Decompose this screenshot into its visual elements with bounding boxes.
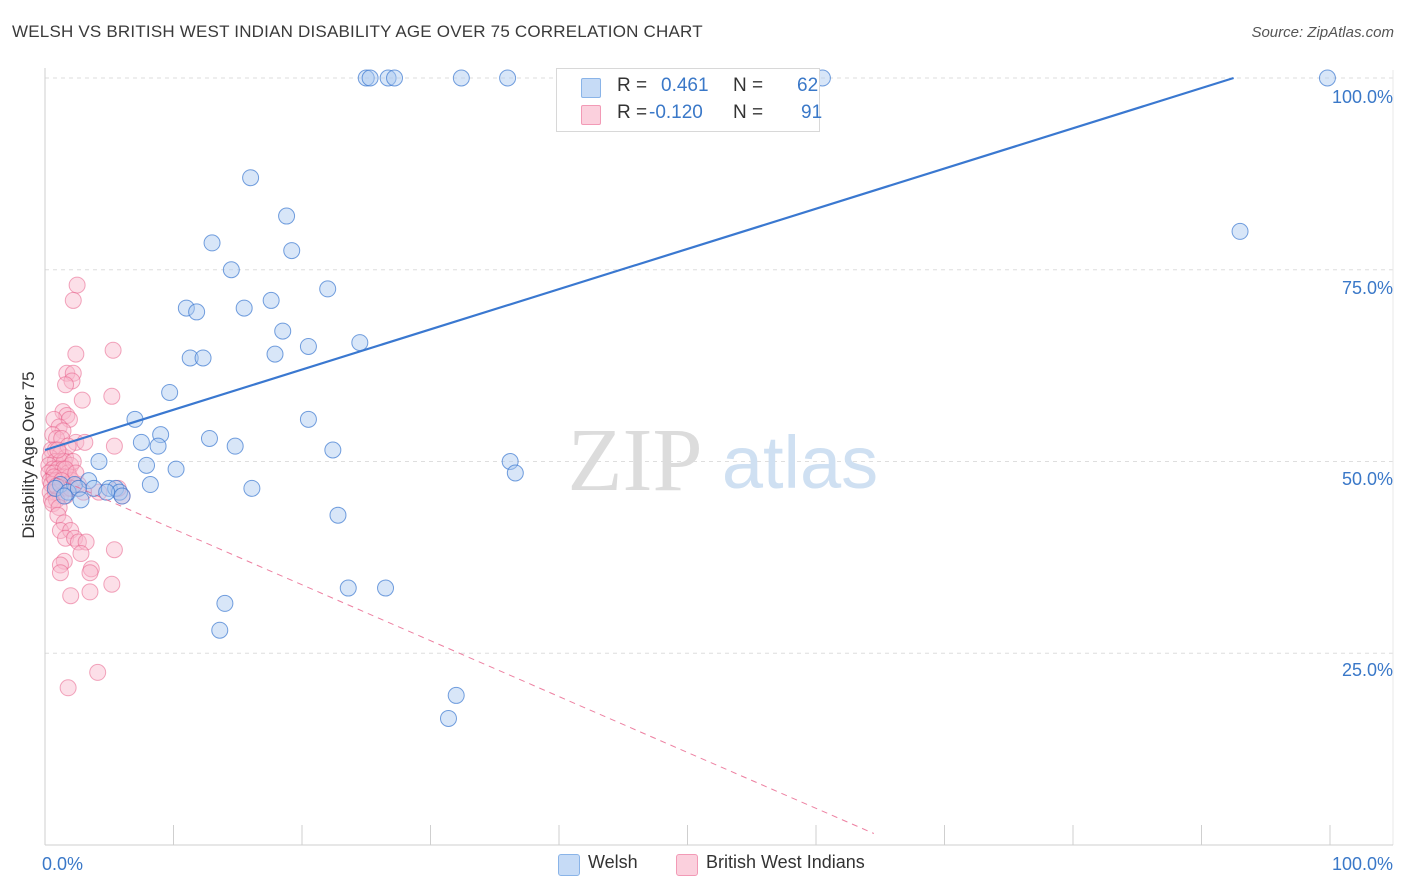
welsh-point: [439, 709, 457, 727]
bwi-point: [62, 587, 80, 605]
welsh-point: [299, 410, 317, 428]
y-axis-label: Disability Age Over 75: [19, 371, 38, 538]
watermark: ZIP atlas: [568, 411, 879, 510]
welsh-point: [283, 242, 301, 260]
bwi-point: [59, 679, 77, 697]
chart-title: WELSH VS BRITISH WEST INDIAN DISABILITY …: [12, 22, 703, 41]
bwi-point: [103, 575, 121, 593]
bottom-legend-label-welsh: Welsh: [588, 852, 638, 872]
welsh-point: [113, 487, 131, 505]
legend-swatch-welsh: [581, 78, 601, 98]
welsh-point: [188, 303, 206, 321]
legend-n-value-bwi: 91: [801, 102, 823, 123]
bwi-point: [68, 276, 86, 294]
bwi-point: [57, 529, 75, 547]
welsh-point: [55, 487, 73, 505]
bwi-point: [73, 391, 91, 409]
welsh-point: [319, 280, 337, 298]
bwi-point: [103, 387, 121, 405]
welsh-point: [216, 594, 234, 612]
legend-n-value-welsh: 62: [797, 75, 819, 96]
x-tick-label-start: 0.0%: [42, 854, 83, 874]
welsh-point: [138, 456, 156, 474]
bwi-point: [105, 437, 123, 455]
welsh-point: [242, 169, 260, 187]
welsh-point: [235, 299, 253, 317]
welsh-point: [278, 207, 296, 225]
welsh-point: [361, 69, 379, 87]
welsh-point: [194, 349, 212, 367]
welsh-point: [262, 291, 280, 309]
welsh-point: [203, 234, 221, 252]
bwi-point: [81, 564, 99, 582]
bwi-point: [105, 541, 123, 559]
welsh-point: [1231, 222, 1249, 240]
watermark-zip: ZIP: [568, 411, 703, 510]
welsh-point: [379, 69, 397, 87]
welsh-point: [377, 579, 395, 597]
y-tick-label: 50.0%: [1342, 469, 1393, 489]
welsh-point: [243, 479, 261, 497]
welsh-point: [386, 69, 404, 87]
bwi-trend-line: [44, 472, 875, 834]
welsh-point: [357, 69, 375, 87]
welsh-point: [149, 437, 167, 455]
welsh-point: [90, 453, 108, 470]
welsh-point: [351, 334, 369, 352]
welsh-point: [161, 383, 179, 401]
welsh-point: [1318, 69, 1336, 87]
welsh-point: [299, 337, 317, 355]
bottom-legend-swatch-welsh: [558, 854, 580, 876]
welsh-point: [499, 69, 517, 87]
legend-r-value-welsh: 0.461: [661, 75, 709, 96]
bwi-point: [64, 291, 82, 309]
welsh-point: [222, 261, 240, 279]
watermark-atlas: atlas: [722, 421, 878, 504]
welsh-point: [324, 441, 342, 459]
y-tick-label: 100.0%: [1332, 87, 1393, 107]
legend-r-value-bwi: -0.120: [649, 102, 703, 123]
welsh-trend-line: [44, 76, 1234, 452]
legend-box: R = 0.461 N = 62 R = -0.120 N = 91: [556, 68, 823, 132]
welsh-point: [339, 579, 357, 597]
welsh-point: [181, 349, 199, 367]
welsh-point: [447, 686, 465, 704]
y-tick-label: 75.0%: [1342, 278, 1393, 298]
bwi-point: [72, 545, 90, 563]
welsh-point: [167, 460, 185, 478]
bwi-point: [67, 345, 85, 363]
bwi-point: [104, 341, 122, 359]
legend-n-label: N =: [733, 102, 764, 123]
welsh-point: [141, 476, 159, 494]
bottom-legend-label-bwi: British West Indians: [706, 852, 865, 872]
welsh-point: [72, 491, 90, 509]
source-label: Source: ZipAtlas.com: [1251, 24, 1394, 41]
bwi-point: [81, 583, 99, 601]
y-tick-label: 25.0%: [1342, 660, 1393, 680]
bwi-point: [49, 441, 67, 459]
legend-r-label: R =: [617, 75, 648, 96]
welsh-point: [177, 299, 195, 317]
welsh-point: [506, 464, 524, 482]
welsh-point: [132, 433, 150, 451]
bwi-point: [57, 376, 75, 394]
welsh-point: [226, 437, 244, 455]
welsh-point: [200, 429, 218, 447]
x-tick-label-end: 100.0%: [1332, 854, 1393, 874]
welsh-point: [211, 621, 229, 639]
bottom-legend-swatch-bwi: [676, 854, 698, 876]
welsh-point: [274, 322, 292, 340]
legend-swatch-bwi: [581, 105, 601, 125]
bwi-point: [89, 663, 107, 681]
welsh-point: [329, 506, 347, 524]
welsh-point: [452, 69, 470, 87]
welsh-point: [98, 483, 116, 501]
legend-n-label: N =: [733, 75, 764, 96]
bwi-point: [51, 564, 69, 582]
legend-r-label: R =: [617, 102, 648, 123]
welsh-point: [266, 345, 284, 363]
